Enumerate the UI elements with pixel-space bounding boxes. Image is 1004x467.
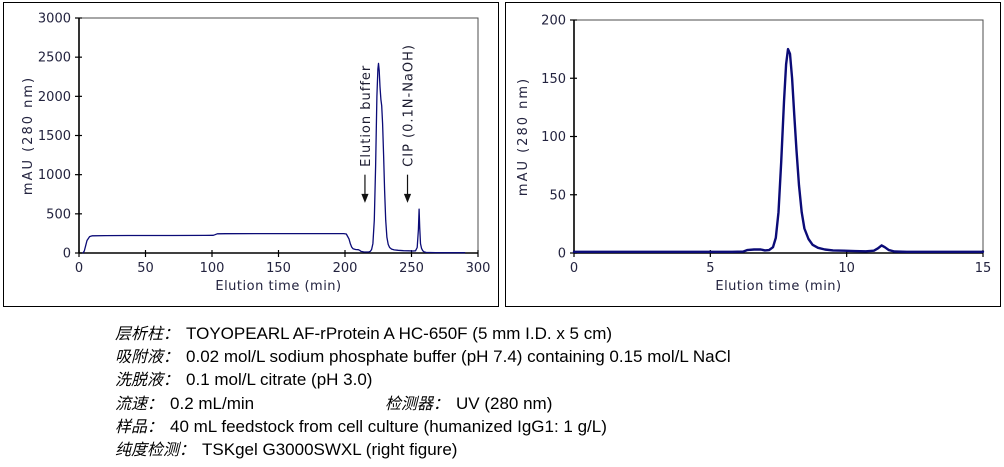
y-tick-label: 500 (46, 207, 71, 222)
trace (572, 47, 985, 254)
condition-label: 检测器： (385, 393, 450, 413)
condition-row: 纯度检测： TSKgel G3000SWXL (right figure) (115, 436, 995, 459)
condition-label: 纯度检测： (115, 439, 196, 459)
plot-border (78, 17, 479, 254)
y-tick-label: 0 (63, 247, 71, 262)
y-tick-label: 2000 (38, 90, 71, 105)
condition-row: 流速： 0.2 mL/min 检测器： UV (280 nm) (115, 390, 995, 413)
left-chart-panel: 0 50 100 150 200 250 300 0 500 1000 1500 2000 2500 30… (3, 2, 499, 307)
x-tick-label: 15 (975, 261, 992, 276)
condition-value: 0.2 mL/min (170, 393, 255, 413)
y-tick-label: 2500 (38, 51, 71, 66)
x-tick-label: 250 (399, 261, 424, 276)
affinity-chromatogram: 0 50 100 150 200 250 3000500100015002000250030… (21, 12, 491, 295)
x-tick-label: 0 (570, 261, 578, 276)
y-tick-label: 3000 (38, 12, 71, 27)
condition-value: UV (280 nm) (456, 393, 553, 413)
condition-row: 洗脱液： 0.1 mol/L citrate (pH 3.0) (115, 366, 995, 389)
annotation-arrowhead (403, 193, 412, 203)
x-tick-label: 5 (706, 261, 714, 276)
condition-label: 洗脱液： (115, 370, 180, 390)
condition-pair: 洗脱液： 0.1 mol/L citrate (pH 3.0) (115, 366, 372, 390)
condition-label: 层析柱： (115, 324, 180, 343)
annotation-arrowhead (361, 193, 369, 203)
x-tick-label: 300 (466, 261, 491, 276)
condition-row: 样品： 40 mL feedstock from cell culture (hu… (115, 413, 995, 436)
condition-pair: 检测器： UV (280 nm) (385, 390, 552, 414)
x-tick-label: 0 (75, 261, 83, 276)
condition-value: 0.02 mol/L sodium phosphate buffer (pH 7… (186, 347, 731, 367)
y-tick-label: 0 (558, 247, 566, 262)
condition-label: 吸附液： (115, 347, 180, 367)
condition-label: 流速： (115, 393, 164, 413)
y-tick-label: 1500 (38, 129, 71, 144)
y-tick-label: 150 (541, 72, 566, 87)
condition-value: TOYOPEARL AF-rProtein A HC-650F (5 mm I.… (186, 324, 613, 343)
condition-label: 样品： (115, 416, 164, 436)
x-axis-title: Elution time (min) (715, 279, 841, 294)
condition-pair: 样品： 40 mL feedstock from cell culture (hu… (115, 413, 607, 437)
y-tick-label: 200 (541, 14, 566, 29)
right-chart-panel: 0 5 10 15 0 50 100 150 200 Elution time (min) mAU … (505, 2, 1001, 307)
condition-value: 40 mL feedstock from cell culture (human… (170, 416, 607, 436)
x-tick-label: 10 (838, 261, 855, 276)
condition-pair: 流速： 0.2 mL/min (115, 390, 385, 414)
condition-value: TSKgel G3000SWXL (right figure) (202, 439, 458, 459)
y-tick-label: 50 (549, 188, 566, 203)
x-tick-label: 100 (200, 261, 225, 276)
condition-pair: 层析柱： TOYOPEARL AF-rProtein A HC-650F (5 m… (115, 320, 612, 344)
condition-value: 0.1 mol/L citrate (pH 3.0) (186, 370, 373, 390)
condition-pair: 纯度检测： TSKgel G3000SWXL (right figure) (115, 436, 457, 460)
experimental-conditions: 层析柱： TOYOPEARL AF-rProtein A HC-650F (5 m… (115, 320, 995, 459)
y-axis-title: mAU (280 nm) (516, 77, 531, 196)
x-axis-title: Elution time (min) (215, 279, 341, 294)
y-axis-title: mAU (280 nm) (21, 76, 36, 195)
x-tick-label: 50 (137, 261, 154, 276)
x-tick-label: 200 (333, 261, 358, 276)
y-tick-label: 1000 (38, 168, 71, 183)
condition-row: 吸附液： 0.02 mol/L sodium phosphate buffer (… (115, 343, 995, 366)
trace (82, 62, 466, 254)
condition-pair: 吸附液： 0.02 mol/L sodium phosphate buffer (… (115, 343, 731, 367)
annotation-label: Elution buffer (359, 65, 374, 167)
annotation-label: CIP (0.1N-NaOH) (402, 44, 417, 167)
condition-row: 层析柱： TOYOPEARL AF-rProtein A HC-650F (5 m… (115, 320, 995, 343)
x-tick-label: 150 (266, 261, 291, 276)
y-tick-label: 100 (541, 130, 566, 145)
